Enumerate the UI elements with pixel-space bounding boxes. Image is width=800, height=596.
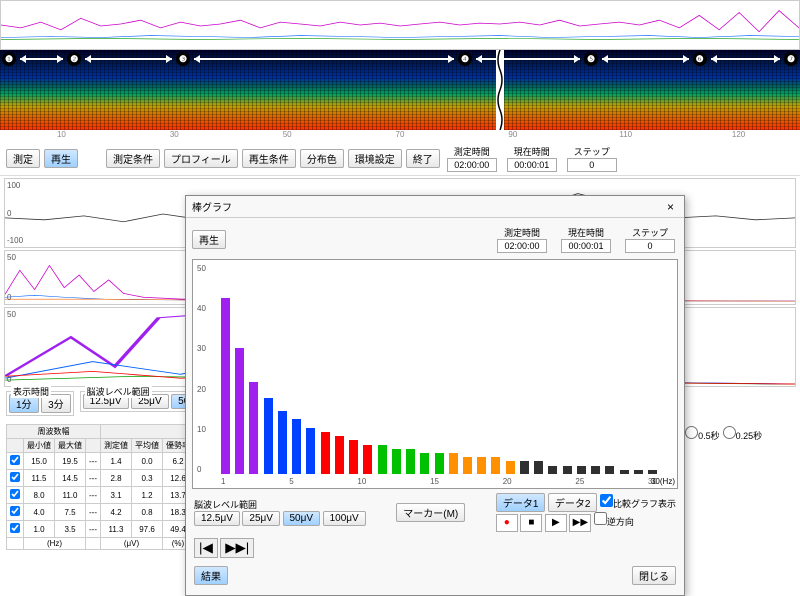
play-controls: ● ■ ▶ ▶▶ — [496, 517, 594, 527]
row-chk[interactable] — [10, 455, 20, 465]
dlg-step[interactable] — [625, 239, 675, 253]
bar — [506, 461, 515, 474]
speed-05s[interactable] — [685, 426, 698, 439]
dlg-lvl-25[interactable]: 25μV — [242, 511, 280, 526]
meas-time-input[interactable] — [447, 158, 497, 172]
bar — [435, 453, 444, 474]
bar — [620, 470, 629, 474]
close-icon[interactable]: × — [663, 200, 678, 214]
bar — [648, 470, 657, 474]
dlg-close-btn[interactable]: 閉じる — [632, 566, 676, 585]
stop-btn[interactable]: ■ — [520, 514, 542, 532]
dlg-lvl-12[interactable]: 12.5μV — [194, 511, 240, 526]
dlg-marker[interactable]: マーカー(M) — [396, 503, 465, 522]
marker-7: ❼ — [784, 52, 798, 66]
bar — [292, 419, 301, 474]
bar — [463, 457, 472, 474]
bar — [264, 398, 273, 474]
btn-profile[interactable]: プロフィール — [164, 149, 238, 168]
bar — [378, 445, 387, 474]
lbl-now-time: 現在時間 — [514, 145, 550, 158]
bar — [321, 432, 330, 474]
prev-btn[interactable]: |◀ — [194, 538, 218, 558]
step-input[interactable] — [567, 158, 617, 172]
dlg-data1[interactable]: データ1 — [496, 493, 546, 512]
row-chk[interactable] — [10, 489, 20, 499]
rec-btn[interactable]: ● — [496, 514, 518, 532]
play-btn[interactable]: ▶ — [545, 514, 567, 532]
break-indicator — [496, 50, 504, 130]
main-toolbar: 測定 再生 測定条件 プロフィール 再生条件 分布色 環境設定 終了 測定時間 … — [0, 142, 800, 176]
row-chk[interactable] — [10, 506, 20, 516]
row-chk[interactable] — [10, 523, 20, 533]
disp-time-label: 表示時間 — [11, 385, 51, 398]
row-chk[interactable] — [10, 472, 20, 482]
bar — [577, 466, 586, 474]
btn-cond[interactable]: 測定条件 — [106, 149, 160, 168]
marker-2: ❷ — [67, 52, 81, 66]
bar — [449, 453, 458, 474]
bar — [591, 466, 600, 474]
bar — [406, 449, 415, 474]
btn-exit[interactable]: 終了 — [406, 149, 440, 168]
bar — [335, 436, 344, 474]
bar — [491, 457, 500, 474]
chk-compare[interactable] — [600, 494, 613, 507]
tab-measure[interactable]: 測定 — [6, 149, 40, 168]
level-range-label: 脳波レベル範囲 — [85, 385, 152, 398]
lbl-step: ステップ — [574, 145, 610, 158]
bar — [534, 461, 543, 474]
dlg-result[interactable]: 結果 — [194, 566, 228, 585]
btn-env[interactable]: 環境設定 — [348, 149, 402, 168]
bar — [392, 449, 401, 474]
dlg-data2[interactable]: データ2 — [548, 493, 598, 512]
dlg-level-label: 脳波レベル範囲 — [194, 500, 257, 510]
y-axis-ticks: 50403020100 — [197, 264, 206, 474]
lbl-meas-time: 測定時間 — [454, 145, 490, 158]
bar-chart: 50403020100 151015202530 30(Hz) — [192, 259, 678, 489]
ff-btn[interactable]: ▶▶ — [569, 514, 591, 532]
dialog-title: 棒グラフ — [192, 199, 232, 214]
bar — [420, 453, 429, 474]
bar — [306, 428, 315, 474]
bar — [349, 440, 358, 474]
marker-3: ❸ — [176, 52, 190, 66]
bar — [235, 348, 244, 474]
dlg-now-time[interactable] — [561, 239, 611, 253]
dlg-lvl-100[interactable]: 100μV — [323, 511, 366, 526]
now-time-input[interactable] — [507, 158, 557, 172]
dlg-replay-btn[interactable]: 再生 — [192, 230, 226, 249]
marker-5: ❺ — [584, 52, 598, 66]
chk-reverse[interactable] — [594, 512, 607, 525]
top-waveform-panel — [0, 0, 800, 50]
marker-4: ❹ — [458, 52, 472, 66]
dlg-meas-time[interactable] — [497, 239, 547, 253]
bar — [563, 466, 572, 474]
x-axis-ticks: 151015202530 — [221, 477, 657, 486]
bar — [634, 470, 643, 474]
btn-dist-color[interactable]: 分布色 — [300, 149, 344, 168]
bar — [278, 411, 287, 474]
bar — [221, 298, 230, 474]
marker-1: ❶ — [2, 52, 16, 66]
dlg-lvl-50[interactable]: 50μV — [283, 511, 321, 526]
speed-025s[interactable] — [723, 426, 736, 439]
marker-6: ❻ — [693, 52, 707, 66]
x-unit: 30(Hz) — [651, 477, 675, 486]
tab-replay[interactable]: 再生 — [44, 149, 78, 168]
bar — [477, 457, 486, 474]
next-btn[interactable]: ▶▶| — [220, 538, 254, 558]
bar — [363, 445, 372, 474]
bar — [548, 466, 557, 474]
segment-markers: ❶ ❷ ❸ ❹ ❺ ❻ ❼ — [0, 52, 800, 66]
spectrogram-panel: ❶ ❷ ❸ ❹ ❺ ❻ ❼ — [0, 50, 800, 130]
bar — [520, 461, 529, 474]
spectrogram-x-axis: 1030507090110120 — [0, 130, 800, 142]
bar-graph-dialog: 棒グラフ × 再生 測定時間 現在時間 ステップ 50403020100 151… — [185, 195, 685, 596]
bar — [605, 466, 614, 474]
bar — [249, 382, 258, 474]
btn-replay-cond[interactable]: 再生条件 — [242, 149, 296, 168]
